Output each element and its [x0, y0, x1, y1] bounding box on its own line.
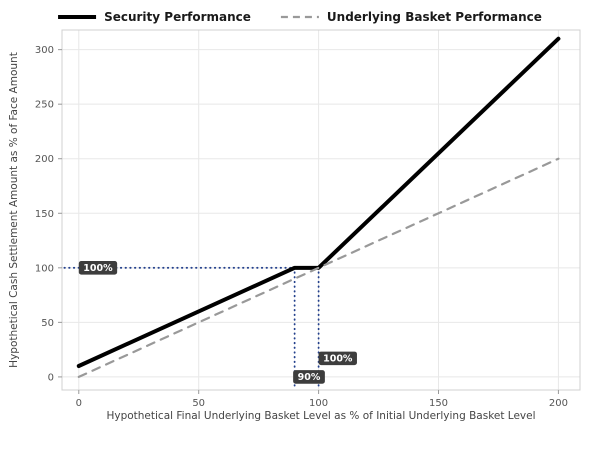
- y-tick-label: 200: [35, 154, 54, 165]
- y-tick-label: 50: [41, 318, 54, 329]
- annotation-badge: 100%: [318, 351, 357, 366]
- plot-background: [62, 30, 580, 390]
- x-axis-label: Hypothetical Final Underlying Basket Lev…: [106, 410, 535, 422]
- legend-label: Underlying Basket Performance: [327, 10, 542, 24]
- y-tick-label: 250: [35, 100, 54, 111]
- axis-ticks: 0 50 100 150 200 0 50 100 150 200 250 300: [35, 45, 568, 409]
- y-axis-label: Hypothetical Cash Settlement Amount as %…: [8, 52, 20, 368]
- plot-border-rect: [61, 29, 581, 391]
- plot-area: [62, 30, 580, 390]
- annotation-badge: 90%: [293, 370, 325, 384]
- series-lines: [76, 36, 561, 379]
- y-tick-label: 150: [35, 209, 54, 220]
- x-tick-label: 150: [429, 398, 448, 409]
- annotation-bg: [318, 351, 357, 366]
- annotation-bg: [293, 370, 325, 384]
- annotation-bg: [78, 261, 118, 275]
- x-tick-label: 200: [549, 398, 568, 409]
- underlying-basket-performance-line: [77, 157, 560, 379]
- annotations: 100%90%100%: [78, 261, 357, 384]
- x-tick-label: 0: [76, 398, 82, 409]
- plot-border: [61, 29, 581, 391]
- x-tick-label: 50: [192, 398, 205, 409]
- y-tick-label: 300: [35, 45, 54, 56]
- y-tick-label: 100: [35, 263, 54, 274]
- annotation-label: 100%: [83, 263, 113, 274]
- annotation-label: 90%: [298, 372, 321, 383]
- y-tick-label: 0: [48, 372, 54, 383]
- annotation-badge: 100%: [78, 261, 118, 275]
- legend-label: Security Performance: [104, 10, 251, 24]
- legend: Security Performance Underlying Basket Pe…: [58, 10, 542, 24]
- security-performance-line: [76, 36, 561, 368]
- annotation-label: 100%: [323, 354, 353, 365]
- x-tick-label: 100: [309, 398, 328, 409]
